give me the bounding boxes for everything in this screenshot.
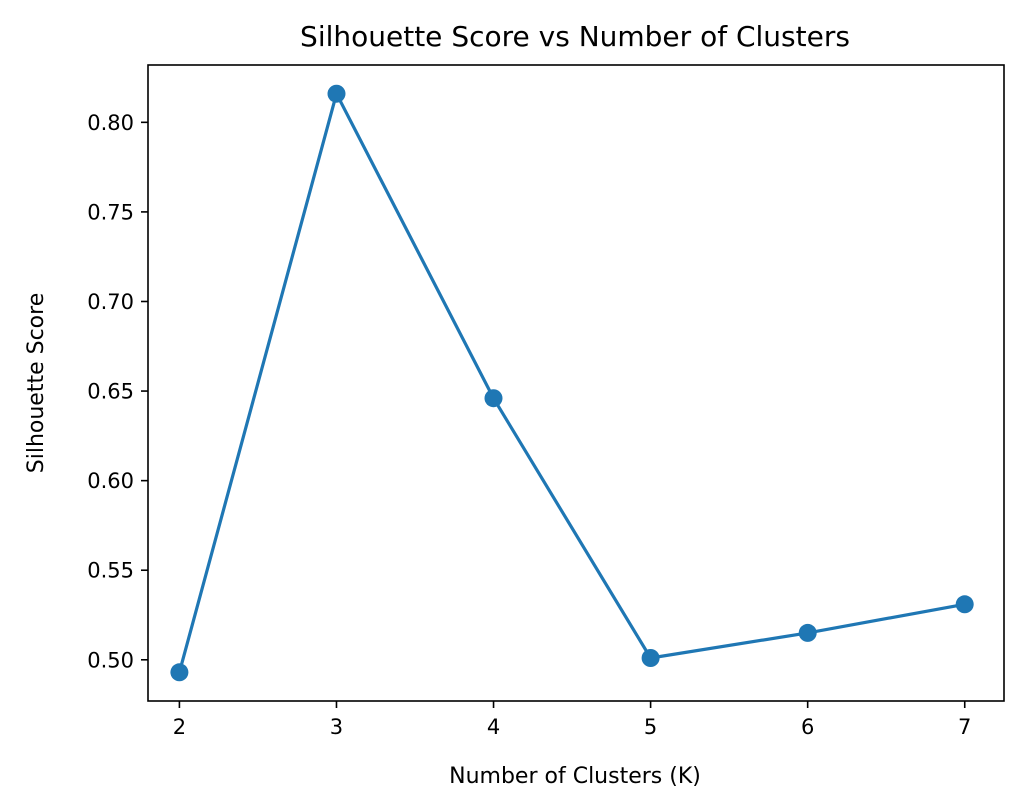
- data-point-k4: [484, 389, 503, 408]
- y-axis: 0.50 0.55 0.60 0.65 0.70 0.75 0.80: [87, 111, 148, 672]
- y-tick-label: 0.60: [87, 469, 134, 493]
- x-tick-label: 6: [801, 715, 814, 739]
- x-axis-label: Number of Clusters (K): [449, 764, 701, 789]
- y-tick-label: 0.65: [87, 380, 134, 404]
- x-tick-label: 3: [330, 715, 343, 739]
- x-tick-label: 7: [958, 715, 971, 739]
- data-point-k3: [327, 84, 346, 103]
- y-tick-label: 0.75: [87, 200, 134, 224]
- y-tick-label: 0.80: [87, 111, 134, 135]
- y-tick-label: 0.70: [87, 290, 134, 314]
- x-axis: 2 3 4 5 6 7: [173, 701, 971, 739]
- y-tick-label: 0.50: [87, 648, 134, 672]
- x-tick-label: 4: [487, 715, 500, 739]
- chart-title: Silhouette Score vs Number of Clusters: [300, 20, 850, 53]
- series-line: [177, 92, 965, 673]
- x-tick-label: 5: [644, 715, 657, 739]
- data-point-k2: [170, 663, 189, 682]
- data-point-k5: [641, 649, 660, 667]
- data-point-k7: [955, 595, 974, 614]
- y-axis-label: Silhouette Score: [24, 293, 49, 473]
- plot-area: [170, 84, 974, 682]
- x-tick-label: 2: [173, 715, 186, 739]
- data-point-k6: [798, 623, 817, 642]
- y-tick-label: 0.55: [87, 559, 134, 583]
- axes-frame: [147, 64, 1005, 702]
